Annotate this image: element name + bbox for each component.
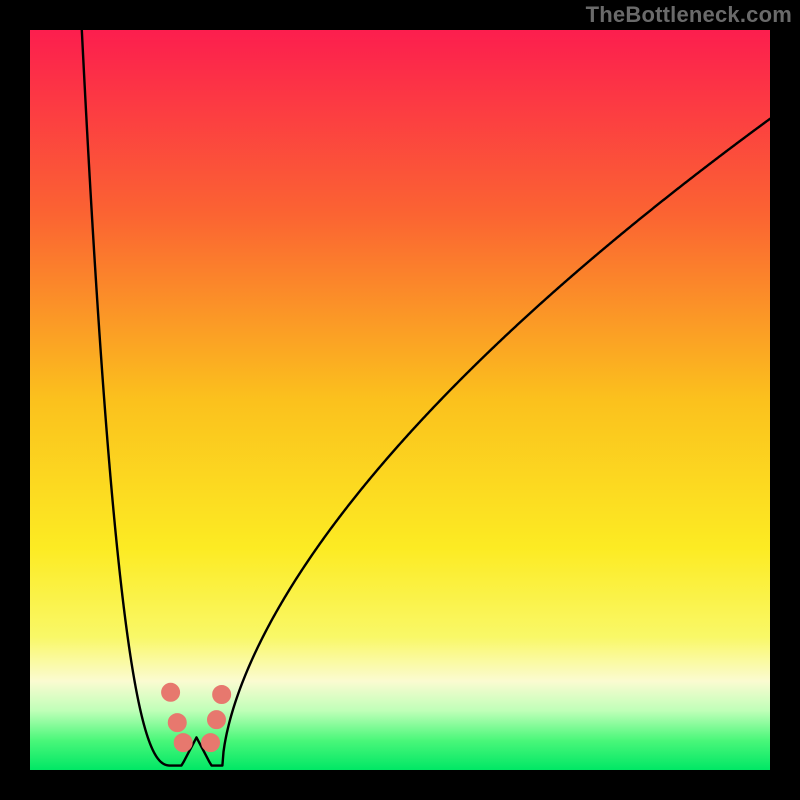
data-marker [162,683,180,701]
data-marker [168,714,186,732]
chart-svg [30,30,770,770]
data-marker [213,686,231,704]
plot-background [30,30,770,770]
watermark-text: TheBottleneck.com [586,2,792,28]
data-marker [174,734,192,752]
chart-container: TheBottleneck.com [0,0,800,800]
data-marker [207,711,225,729]
data-marker [202,734,220,752]
